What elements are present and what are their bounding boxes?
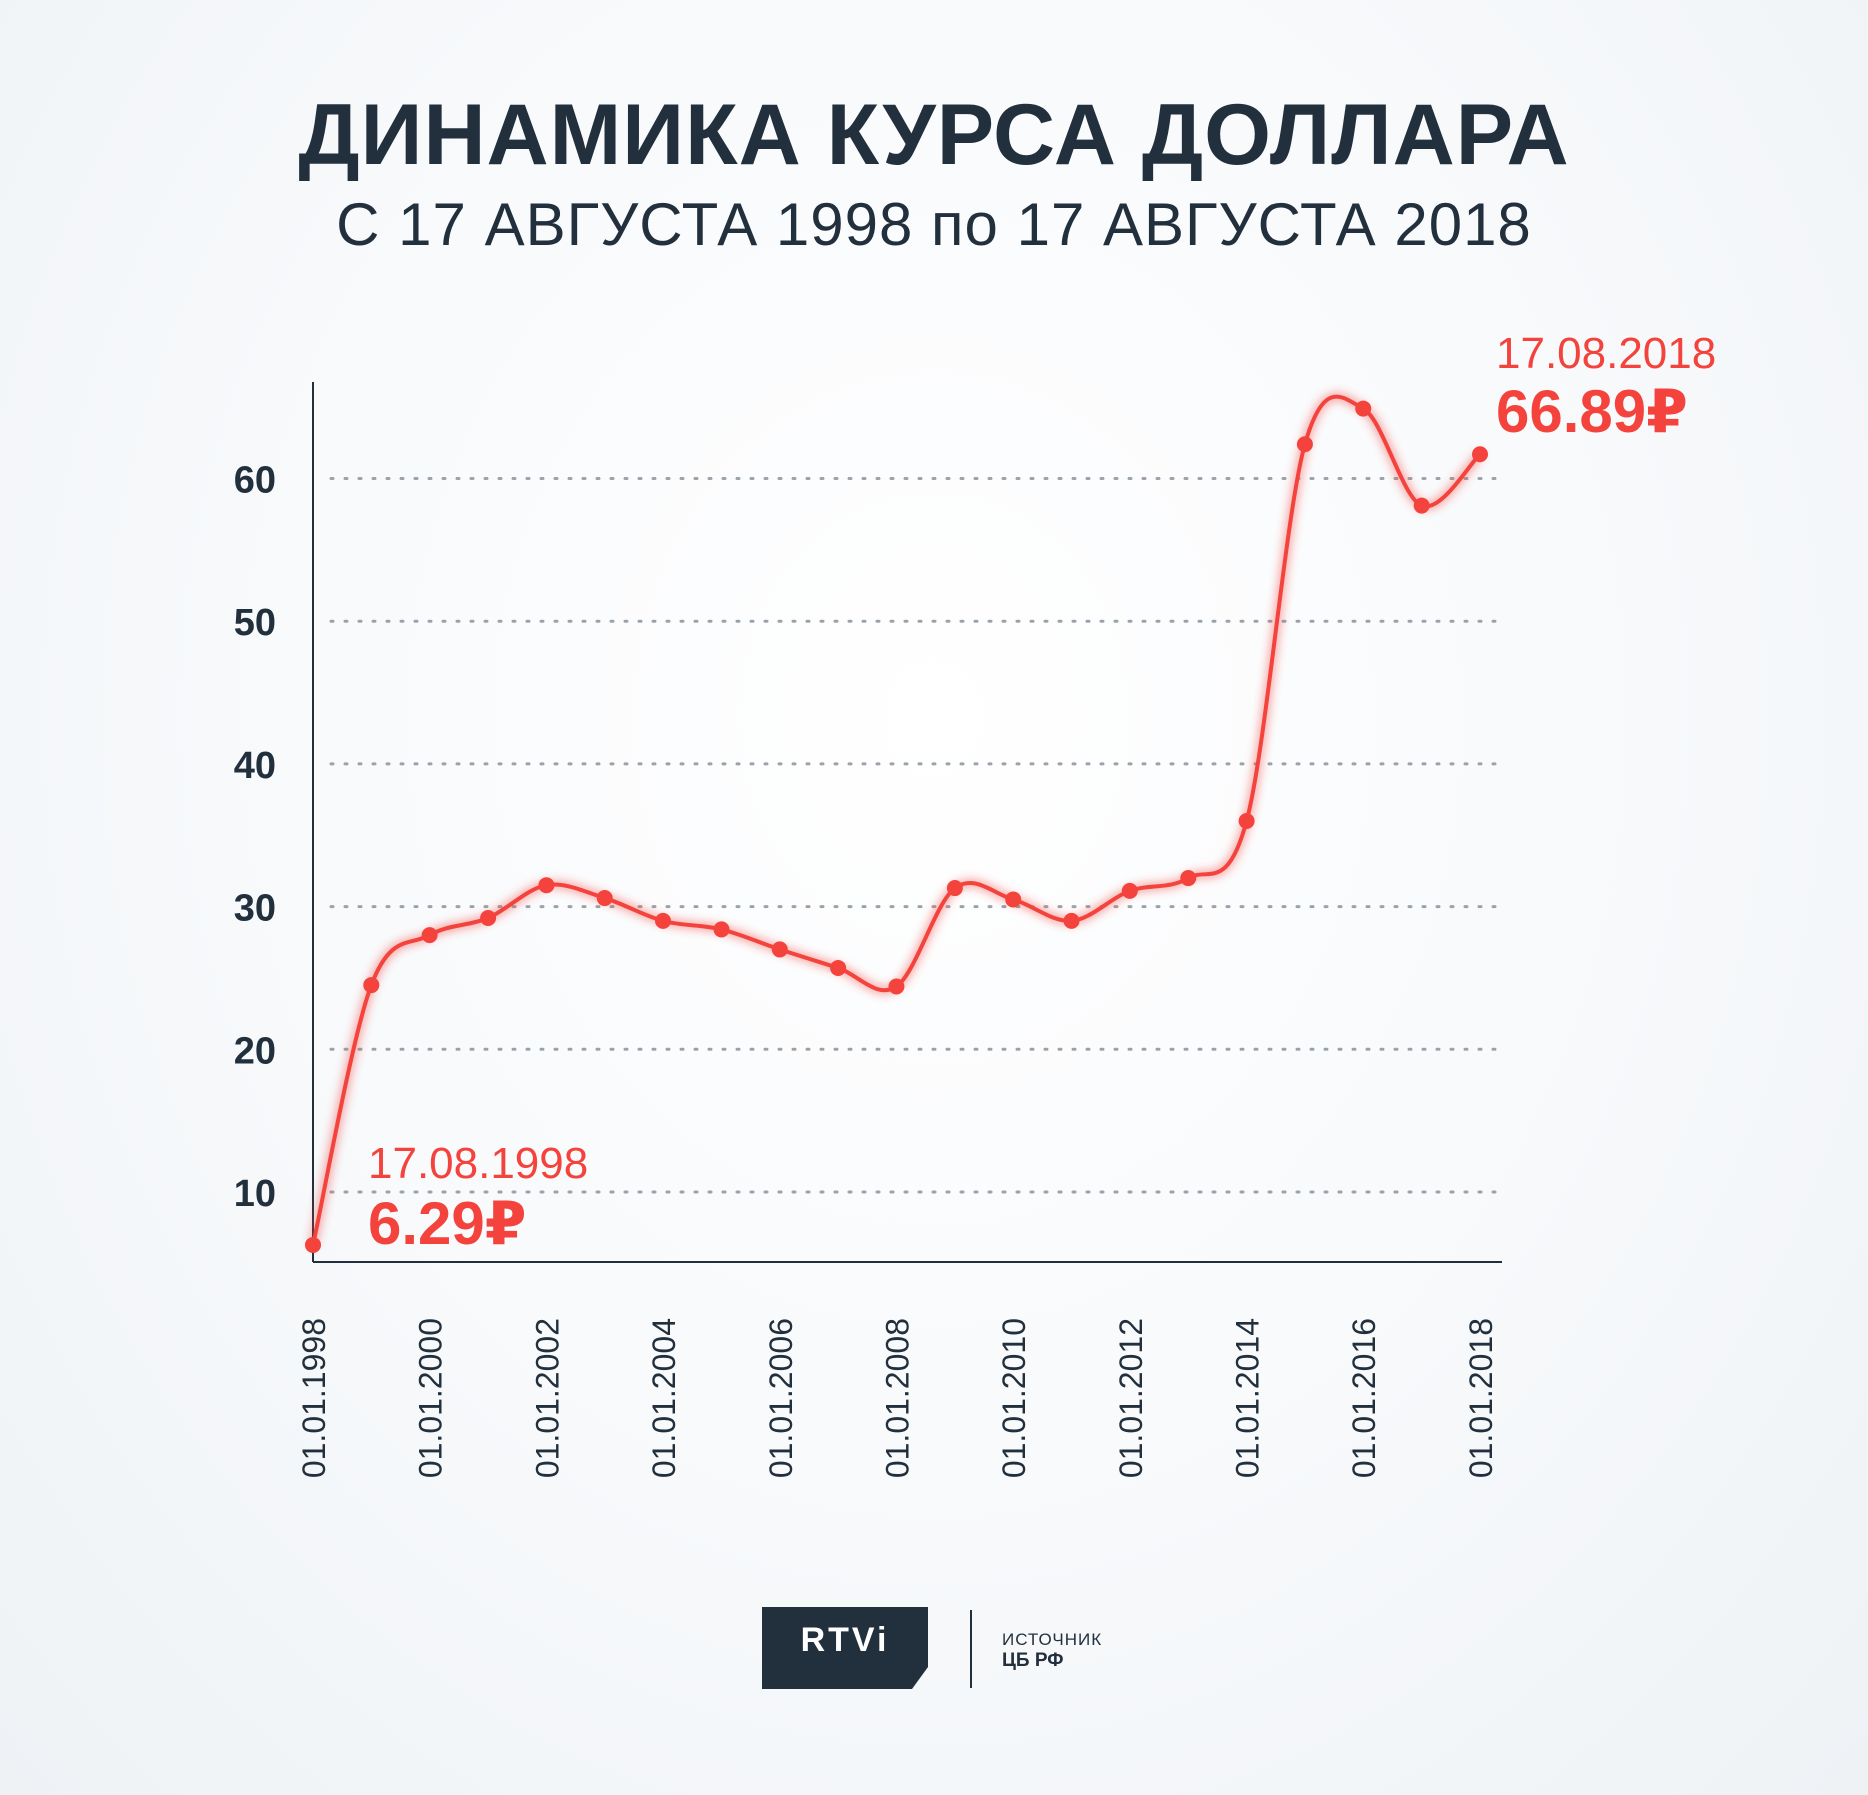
- data-point: [888, 978, 905, 995]
- gridlines: [329, 477, 1504, 1194]
- x-tick-label: 01.01.2000: [413, 1318, 449, 1478]
- x-tick-label: 01.01.2018: [1463, 1318, 1499, 1478]
- data-point: [946, 880, 963, 897]
- source-block: ИСТОЧНИК ЦБ РФ: [1002, 1630, 1102, 1671]
- y-tick-labels: 10 20 30 40 50 60: [234, 460, 276, 1216]
- data-point: [1121, 882, 1138, 899]
- data-point: [1005, 891, 1022, 908]
- data-points: [305, 400, 1488, 1253]
- footer-divider: [970, 1610, 972, 1688]
- data-point: [538, 877, 555, 894]
- axes: [312, 382, 1502, 1263]
- x-tick-label: 01.01.2012: [1113, 1318, 1149, 1478]
- data-point: [1180, 870, 1197, 887]
- data-point: [1238, 812, 1255, 829]
- x-tick-label: 01.01.2006: [763, 1318, 799, 1478]
- data-point: [1472, 446, 1488, 463]
- y-tick-label: 10: [234, 1173, 276, 1215]
- x-tick-label: 01.01.2008: [879, 1318, 915, 1478]
- data-point: [1063, 912, 1080, 929]
- data-point: [421, 927, 438, 944]
- data-point: [1413, 497, 1430, 514]
- data-point: [713, 921, 730, 938]
- series-line: [311, 394, 1482, 1246]
- y-tick-label: 20: [234, 1030, 276, 1072]
- data-point: [1296, 436, 1313, 453]
- x-tick-label: 01.01.2004: [646, 1318, 682, 1478]
- x-tick-label: 01.01.1998: [296, 1318, 332, 1478]
- y-tick-label: 40: [234, 745, 276, 787]
- data-point: [1355, 400, 1372, 417]
- data-point: [771, 941, 788, 958]
- source-value: ЦБ РФ: [1002, 1649, 1064, 1671]
- source-label: ИСТОЧНИК: [1002, 1630, 1103, 1649]
- annotation-end-date: 17.08.2018: [1496, 329, 1716, 378]
- chart-subtitle: С 17 АВГУСТА 1998 по 17 АВГУСТА 2018: [336, 191, 1532, 258]
- y-tick-label: 50: [234, 602, 276, 644]
- rtvi-logo: RTVi: [762, 1607, 928, 1689]
- x-tick-labels: 01.01.1998 01.01.2000 01.01.2002 01.01.2004…: [296, 1318, 1499, 1478]
- annotation-start-date: 17.08.1998: [368, 1139, 588, 1188]
- data-point: [655, 912, 672, 929]
- annotation-start-value: 6.29₽: [368, 1190, 527, 1257]
- annotation-end-value: 66.89₽: [1496, 378, 1688, 445]
- x-tick-label: 01.01.2010: [996, 1318, 1032, 1478]
- rtvi-logo-text: RTVi: [801, 1621, 890, 1659]
- x-tick-label: 01.01.2014: [1230, 1318, 1266, 1478]
- data-point: [830, 959, 847, 976]
- x-tick-label: 01.01.2016: [1346, 1318, 1382, 1478]
- data-point: [305, 1236, 321, 1253]
- line-chart: 10 20 30 40 50 60 01.01.1998 01.01.2000 01.01.2…: [234, 329, 1717, 1478]
- data-point: [596, 890, 613, 907]
- y-tick-label: 30: [234, 888, 276, 930]
- annotations: 17.08.1998 6.29₽ 17.08.2018 66.89₽: [368, 329, 1716, 1257]
- y-tick-label: 60: [234, 460, 276, 502]
- data-point: [363, 977, 380, 994]
- chart-title: ДИНАМИКА КУРСА ДОЛЛАРА: [298, 87, 1570, 183]
- data-point: [480, 910, 497, 927]
- x-tick-label: 01.01.2002: [529, 1318, 565, 1478]
